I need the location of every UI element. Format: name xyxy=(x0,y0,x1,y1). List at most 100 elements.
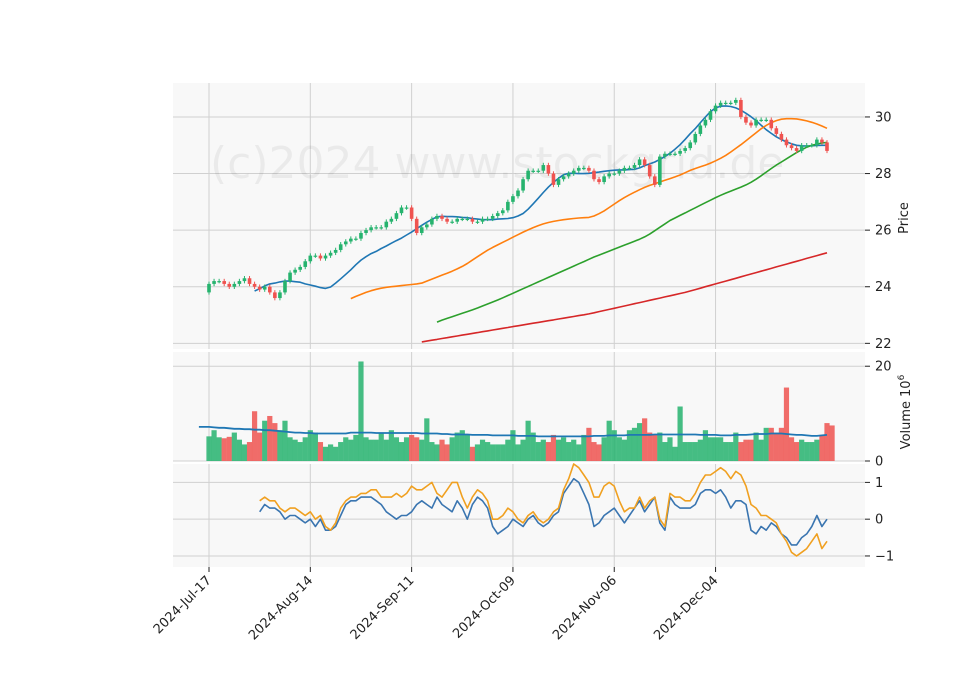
volume-bar xyxy=(378,432,384,461)
candle-body xyxy=(242,278,247,282)
candle-body xyxy=(283,281,287,293)
volume-bar xyxy=(550,434,557,461)
candle-body xyxy=(303,261,308,267)
candle-body xyxy=(799,145,804,151)
volume-bar xyxy=(571,439,577,461)
candle-body xyxy=(247,278,252,284)
candle-body xyxy=(815,139,819,146)
volume-bar xyxy=(738,442,744,461)
volume-bar xyxy=(317,442,324,461)
volume-bar xyxy=(687,442,693,461)
volume-bar xyxy=(236,439,242,461)
volume-bar xyxy=(586,427,592,461)
volume-bar xyxy=(307,430,313,461)
volume-bar xyxy=(403,437,410,461)
volume-axis-label-base: 10 xyxy=(899,380,914,397)
candle-body xyxy=(465,218,470,221)
volume-bar xyxy=(662,442,668,461)
volume-bar xyxy=(692,442,698,461)
candle-body xyxy=(703,119,708,126)
volume-bar xyxy=(728,442,734,461)
candle-body xyxy=(207,283,211,293)
volume-bar xyxy=(788,437,795,461)
volume-bar xyxy=(302,437,308,461)
volume-bar xyxy=(530,432,536,461)
candle-body xyxy=(445,218,449,222)
volume-bar xyxy=(515,444,521,461)
candle-body xyxy=(404,207,409,209)
candle-body xyxy=(541,165,546,171)
volume-bar xyxy=(292,439,298,461)
volume-bar xyxy=(393,437,400,461)
candle-body xyxy=(379,227,384,229)
candle-body xyxy=(708,111,713,120)
candle-body xyxy=(506,201,510,211)
candle-body xyxy=(693,133,698,143)
volume-bar xyxy=(246,442,253,461)
volume-axis-label-text: Volume xyxy=(899,401,914,449)
price-tick-label: 28 xyxy=(875,167,892,182)
candle-body xyxy=(222,281,226,284)
volume-bar xyxy=(251,411,258,461)
candle-body xyxy=(343,241,348,245)
volume-bar xyxy=(535,442,541,461)
volume-bar xyxy=(444,444,450,461)
candle-body xyxy=(217,281,221,283)
volume-bar xyxy=(464,434,470,461)
ma50-line xyxy=(436,141,828,323)
candle-body xyxy=(440,216,444,219)
candle-body xyxy=(673,153,677,155)
candle-body xyxy=(536,170,541,172)
volume-bar xyxy=(449,437,455,461)
candle-body xyxy=(338,244,343,250)
volume-bar xyxy=(287,437,293,461)
candle-body xyxy=(739,99,743,117)
candle-body xyxy=(769,119,774,129)
volume-tick-label: 0 xyxy=(875,455,883,470)
price-tick-label: 26 xyxy=(875,224,892,239)
candle-body xyxy=(571,170,576,174)
candle-body xyxy=(354,238,358,240)
volume-bar xyxy=(419,439,425,461)
ma200-line xyxy=(421,252,828,343)
oscillator-tick-label: 1 xyxy=(875,476,883,491)
candle-body xyxy=(531,170,535,172)
candle-body xyxy=(526,170,530,180)
candle-body xyxy=(551,173,556,185)
volume-bar xyxy=(606,420,612,461)
volume-bar xyxy=(545,442,551,461)
volume-bar xyxy=(353,434,359,461)
volume-ma-line xyxy=(198,425,828,438)
volume-bar xyxy=(647,432,653,461)
oscillator-layer xyxy=(259,463,828,557)
candle-body xyxy=(668,153,672,155)
volume-bar xyxy=(596,444,602,461)
candle-body xyxy=(546,165,551,174)
volume-bar xyxy=(773,432,779,461)
volume-bar xyxy=(343,437,349,461)
candle-body xyxy=(257,286,262,290)
candle-body xyxy=(698,125,703,134)
candle-body xyxy=(450,221,454,223)
volume-bar xyxy=(540,439,546,461)
candle-body xyxy=(237,281,242,284)
volume-bar xyxy=(621,439,627,461)
candle-body xyxy=(267,286,272,293)
volume-axis: 0 20 xyxy=(865,360,892,470)
candle-body xyxy=(749,122,753,126)
candle-body xyxy=(566,173,571,177)
volume-bar xyxy=(824,423,830,461)
candle-body xyxy=(759,119,763,121)
volume-bar xyxy=(327,444,334,461)
candle-body xyxy=(490,216,495,219)
volume-axis-label: Volume 106 xyxy=(897,374,914,449)
volume-bar xyxy=(611,430,617,461)
volume-bar xyxy=(819,434,825,461)
oscillator-axis: −1 0 1 xyxy=(865,476,894,564)
candle-body xyxy=(556,179,561,185)
candle-body xyxy=(262,286,267,290)
volume-bar xyxy=(581,434,587,461)
candle-body xyxy=(511,196,515,202)
volume-bar xyxy=(211,430,217,461)
candle-body xyxy=(455,218,460,222)
